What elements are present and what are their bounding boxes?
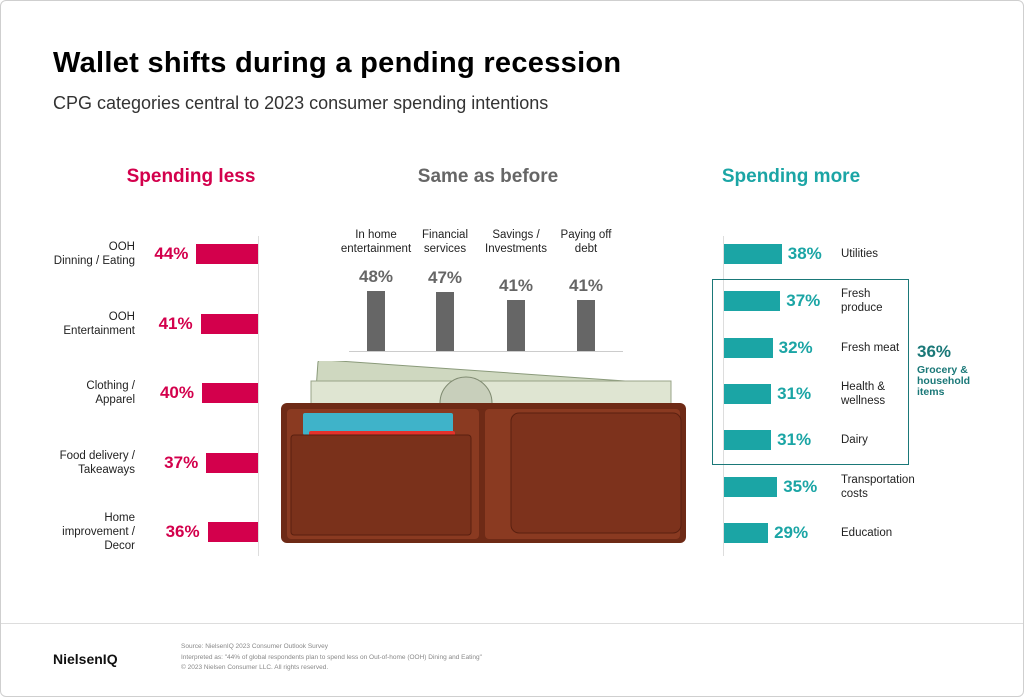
divider bbox=[258, 236, 259, 556]
chart-heading: Same as before bbox=[417, 166, 559, 187]
category-label: Transportation costs bbox=[841, 474, 915, 500]
value-label: 36% bbox=[165, 522, 200, 541]
value-label: 47% bbox=[427, 268, 463, 288]
category-label: In home entertainment bbox=[340, 229, 412, 255]
group-label: Grocery & household items bbox=[917, 364, 971, 398]
copyright: © 2023 Nielsen Consumer LLC. All rights … bbox=[181, 664, 329, 671]
value-label: 31% bbox=[777, 384, 812, 403]
category-label: Home improvement / Decor bbox=[62, 512, 135, 552]
category-label: Health & wellness bbox=[841, 381, 886, 407]
source: Source: NielsenIQ 2023 Consumer Outlook … bbox=[181, 643, 329, 650]
category-label: Savings / Investments bbox=[485, 229, 547, 255]
value-label: 44% bbox=[154, 244, 189, 263]
category-label: Utilities bbox=[841, 248, 879, 260]
title: Wallet shifts during a pending recession bbox=[53, 47, 622, 79]
bar bbox=[206, 453, 258, 473]
bar bbox=[367, 291, 385, 351]
value-label: 41% bbox=[158, 314, 193, 333]
value-label: 38% bbox=[787, 244, 822, 263]
bar bbox=[207, 522, 258, 542]
bar bbox=[724, 338, 773, 358]
value-label: 48% bbox=[358, 267, 394, 286]
divider bbox=[723, 236, 724, 556]
footer-line bbox=[1, 623, 1023, 624]
bar bbox=[724, 430, 772, 450]
value-label: 31% bbox=[777, 430, 812, 449]
group-value: 36% bbox=[917, 342, 952, 361]
category-label: Education bbox=[841, 527, 893, 539]
bar bbox=[724, 291, 781, 311]
bar bbox=[200, 314, 258, 334]
category-label: Financial services bbox=[421, 229, 469, 255]
category-label: OOH Dinning / Eating bbox=[53, 241, 135, 267]
value-label: 32% bbox=[778, 338, 813, 357]
value-label: 37% bbox=[164, 453, 199, 472]
baseline bbox=[349, 351, 623, 352]
bar bbox=[724, 523, 769, 543]
category-label: Dairy bbox=[841, 434, 868, 446]
value-label: 41% bbox=[568, 275, 604, 295]
brand-logo: NielsenIQ bbox=[53, 651, 118, 667]
value-label: 41% bbox=[498, 275, 534, 295]
value-label: 37% bbox=[786, 291, 821, 310]
wallet-illustration bbox=[281, 361, 686, 543]
value-label: 35% bbox=[783, 477, 818, 496]
group-box bbox=[712, 279, 909, 465]
bar bbox=[507, 299, 525, 351]
bar bbox=[196, 244, 258, 264]
bar bbox=[724, 384, 772, 404]
chart-heading: Spending more bbox=[721, 166, 861, 187]
chart-heading: Spending less bbox=[126, 166, 256, 187]
bar bbox=[724, 477, 778, 497]
note: Interpreted as: "44% of global responden… bbox=[181, 654, 482, 661]
category-label: Food delivery / Takeaways bbox=[59, 450, 135, 476]
category-label: Clothing / Apparel bbox=[86, 380, 135, 406]
category-label: Fresh produce bbox=[841, 288, 883, 314]
bar bbox=[724, 244, 782, 264]
category-label: Fresh meat bbox=[841, 342, 900, 354]
bar bbox=[436, 292, 454, 351]
category-label: OOH Entertainment bbox=[63, 311, 135, 337]
value-label: 29% bbox=[774, 523, 809, 542]
value-label: 40% bbox=[159, 383, 194, 402]
category-label: Paying off debt bbox=[560, 229, 612, 255]
bar bbox=[577, 299, 595, 351]
subtitle: CPG categories central to 2023 consumer … bbox=[53, 93, 549, 113]
bar bbox=[202, 383, 258, 403]
